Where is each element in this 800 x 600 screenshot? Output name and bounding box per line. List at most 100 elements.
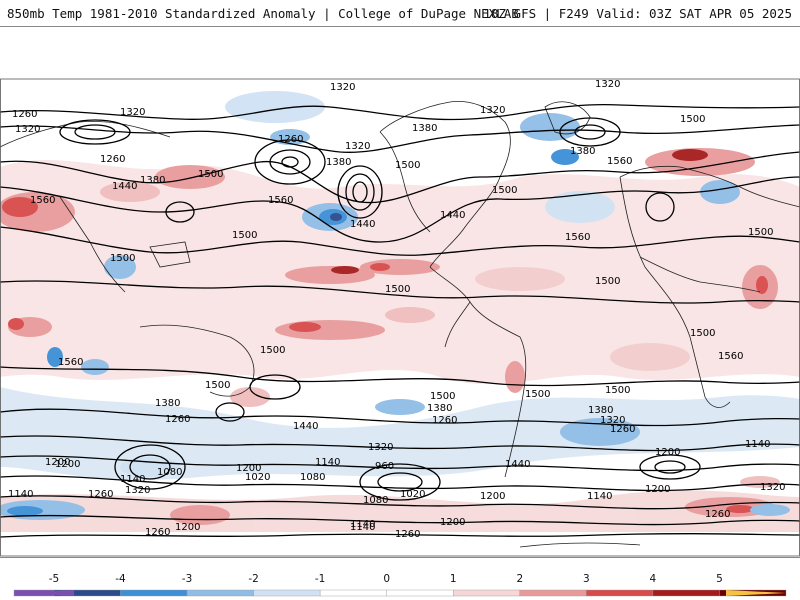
height-label: 1320 bbox=[125, 485, 150, 496]
height-label: 1500 bbox=[525, 389, 550, 400]
height-label: 1380 bbox=[412, 123, 437, 134]
height-label: 1080 bbox=[363, 495, 388, 506]
height-label: 1200 bbox=[236, 463, 261, 474]
height-label: 1320 bbox=[760, 482, 785, 493]
colorbar-bin bbox=[519, 589, 587, 597]
colorbar-tick-label: 1 bbox=[450, 573, 457, 585]
height-label: 1200 bbox=[440, 517, 465, 528]
colorbar-bin bbox=[253, 589, 321, 597]
height-label: 1140 bbox=[8, 489, 33, 500]
height-label: 1500 bbox=[395, 160, 420, 171]
height-label: 1440 bbox=[293, 421, 318, 432]
height-label: 1380 bbox=[427, 403, 452, 414]
colorbar-tick-label: -1 bbox=[315, 573, 325, 585]
height-label: 1500 bbox=[680, 114, 705, 125]
height-label: 1140 bbox=[350, 522, 375, 533]
height-label: 1560 bbox=[718, 351, 743, 362]
colorbar-tick-label: -5 bbox=[49, 573, 59, 585]
height-label: 1440 bbox=[505, 459, 530, 470]
height-label: 1140 bbox=[587, 491, 612, 502]
height-label: 960 bbox=[375, 461, 394, 472]
colorbar-bin bbox=[453, 589, 520, 597]
height-label: 1320 bbox=[15, 124, 40, 135]
height-label: 1440 bbox=[440, 210, 465, 221]
header: 850mb Temp 1981-2010 Standardized Anomal… bbox=[0, 0, 800, 26]
height-label: 1320 bbox=[600, 415, 625, 426]
height-label: 1260 bbox=[145, 527, 170, 538]
model-run-info: 18Z GFS | F249 Valid: 03Z SAT APR 05 202… bbox=[483, 6, 792, 21]
height-label: 1260 bbox=[705, 509, 730, 520]
height-label: 1380 bbox=[326, 157, 351, 168]
colorbar-bin bbox=[319, 589, 387, 597]
height-label: 1260 bbox=[278, 134, 303, 145]
height-label: 1080 bbox=[157, 467, 182, 478]
height-label: 1200 bbox=[645, 484, 670, 495]
height-label: 1140 bbox=[745, 439, 770, 450]
height-label: 1260 bbox=[165, 414, 190, 425]
height-label: 1380 bbox=[588, 405, 613, 416]
colorbar-bins bbox=[13, 589, 787, 597]
height-contours bbox=[0, 103, 800, 538]
contour-labels: 1320 1260 1320 1380 1320 1440 1500 1560 … bbox=[8, 79, 785, 540]
colorbar-tick-label: -2 bbox=[248, 573, 258, 585]
colorbar-max-triangle bbox=[726, 590, 786, 596]
height-label: 1320 bbox=[330, 82, 355, 93]
colorbar-tick-label: -3 bbox=[182, 573, 192, 585]
colorbar-tick-label: -4 bbox=[115, 573, 126, 585]
height-label: 1200 bbox=[480, 491, 505, 502]
height-label: 1560 bbox=[607, 156, 632, 167]
height-label: 1020 bbox=[245, 472, 270, 483]
anomaly-map: 1320 1260 1320 1380 1320 1440 1500 1560 … bbox=[0, 26, 800, 558]
height-label: 1260 bbox=[100, 154, 125, 165]
colorbar-tick-label: 5 bbox=[716, 573, 723, 585]
height-label: 1320 bbox=[368, 442, 393, 453]
height-label: 1500 bbox=[748, 227, 773, 238]
height-label: 1320 bbox=[120, 107, 145, 118]
height-label: 1440 bbox=[112, 181, 137, 192]
colorbar-tick-label: 0 bbox=[383, 573, 390, 585]
top-blank-area bbox=[0, 27, 800, 79]
height-label: 1500 bbox=[430, 391, 455, 402]
colorbar-canvas: -5 -4 -3 -2 -1 0 1 2 3 4 5 bbox=[13, 573, 787, 597]
height-label: 1260 bbox=[12, 109, 37, 120]
anomaly-shading bbox=[0, 91, 800, 532]
height-label: 1500 bbox=[110, 253, 135, 264]
height-label: 1500 bbox=[605, 385, 630, 396]
height-label: 1380 bbox=[140, 175, 165, 186]
height-label: 1080 bbox=[300, 472, 325, 483]
height-label: 1140 bbox=[315, 457, 340, 468]
height-label: 1500 bbox=[260, 345, 285, 356]
height-label: 1500 bbox=[232, 230, 257, 241]
colorbar-bin bbox=[652, 589, 720, 597]
height-label: 1260 bbox=[432, 415, 457, 426]
height-label: 1140 bbox=[350, 519, 375, 530]
height-label: 1500 bbox=[198, 169, 223, 180]
height-label: 1200 bbox=[55, 459, 80, 470]
height-label: 1500 bbox=[205, 380, 230, 391]
height-label: 1560 bbox=[565, 232, 590, 243]
colorbar: -5 -4 -3 -2 -1 0 1 2 3 4 5 bbox=[0, 568, 800, 600]
height-label: 1320 bbox=[480, 105, 505, 116]
map-canvas: 1320 1260 1320 1380 1320 1440 1500 1560 … bbox=[0, 27, 800, 557]
height-label: 1200 bbox=[45, 457, 70, 468]
height-label: 1560 bbox=[58, 357, 83, 368]
height-label: 1500 bbox=[595, 276, 620, 287]
height-label: 1260 bbox=[610, 424, 635, 435]
height-label: 1380 bbox=[155, 398, 180, 409]
height-label: 1200 bbox=[655, 447, 680, 458]
height-label: 1560 bbox=[30, 195, 55, 206]
height-label: 1500 bbox=[385, 284, 410, 295]
height-label: 1020 bbox=[400, 489, 425, 500]
colorbar-min-triangle bbox=[14, 590, 74, 596]
colorbar-tick-label: 4 bbox=[650, 573, 657, 585]
height-label: 1260 bbox=[88, 489, 113, 500]
colorbar-bin bbox=[186, 589, 254, 597]
height-label: 1320 bbox=[595, 79, 620, 90]
height-label: 1500 bbox=[690, 328, 715, 339]
colorbar-tick-label: 3 bbox=[583, 573, 590, 585]
height-label: 1200 bbox=[175, 522, 200, 533]
coastlines bbox=[0, 100, 800, 548]
colorbar-bin bbox=[386, 589, 454, 597]
height-label: 1500 bbox=[492, 185, 517, 196]
height-label: 1140 bbox=[120, 474, 145, 485]
